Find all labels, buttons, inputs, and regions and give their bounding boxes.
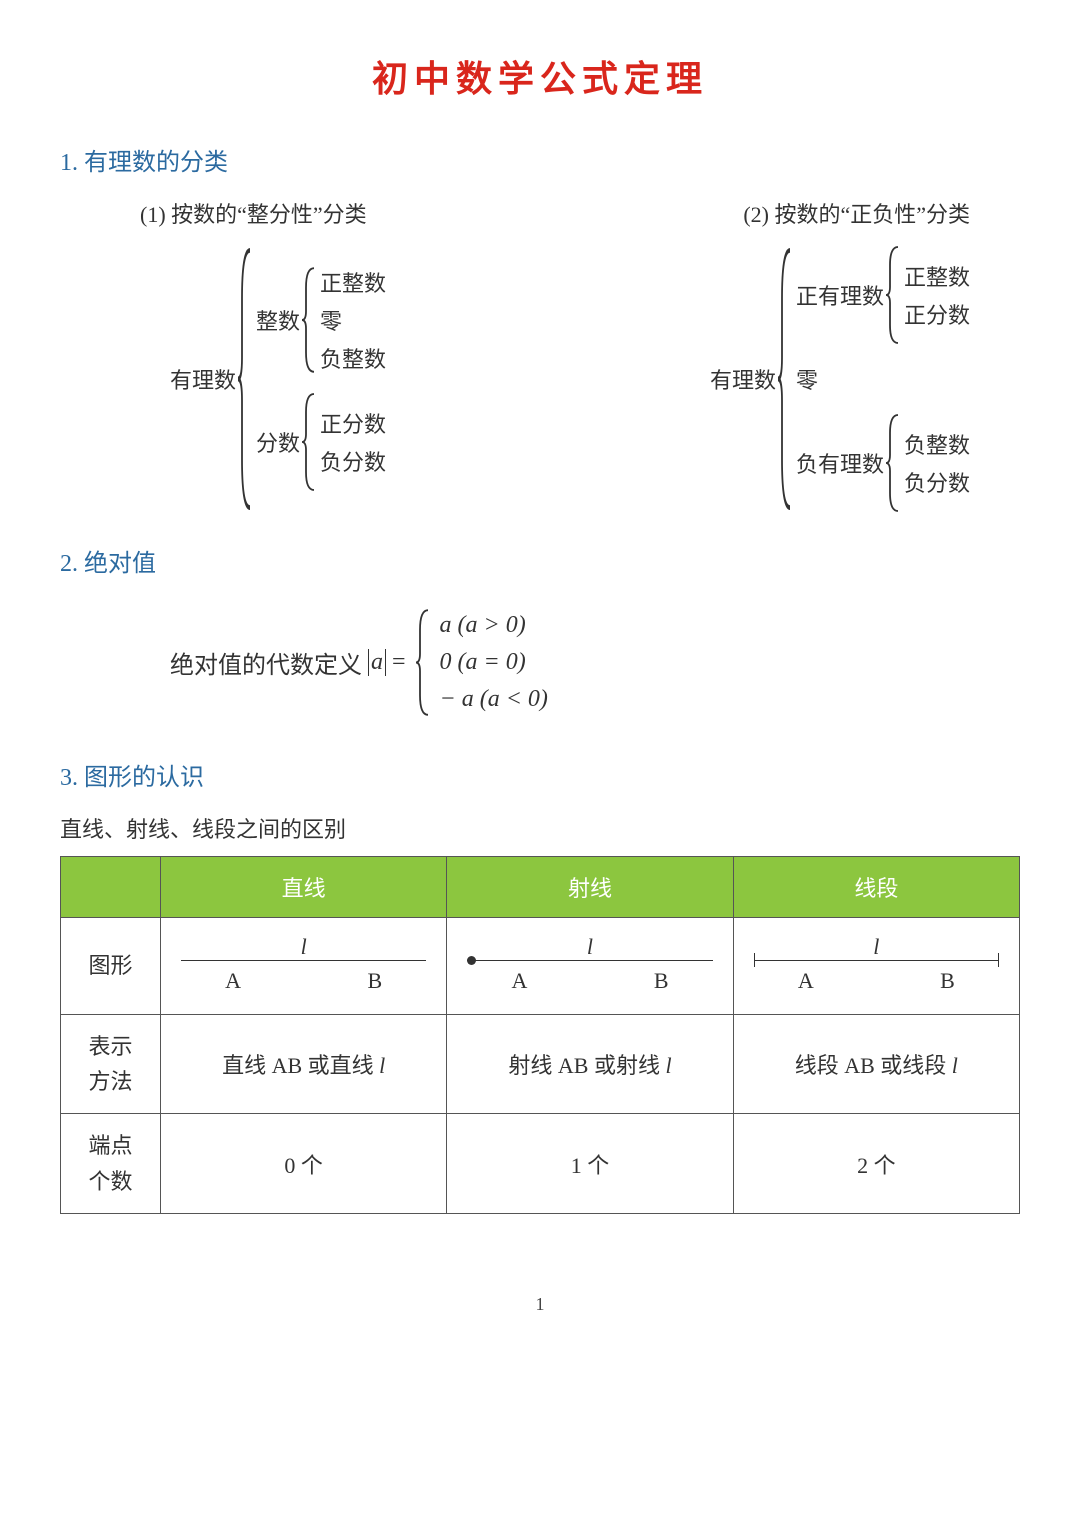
table-row-label: 图形 [61,918,161,1015]
table-cell-figure: lAB [733,918,1019,1015]
geometry-table: 直线射线线段 图形lABlABlAB表示方法直线 AB 或直线 l射线 AB 或… [60,856,1020,1214]
section-1-heading: 1. 有理数的分类 [60,142,1020,177]
tree-root: 有理数 [170,363,236,395]
table-column-header: 射线 [447,857,733,918]
abs-case: − a (a < 0) [440,686,548,713]
table-corner [61,857,161,918]
abs-case: 0 (a = 0) [440,649,548,676]
equals-sign: = [392,649,406,676]
abs-case: a (a > 0) [440,612,548,639]
abs-prefix: 绝对值的代数定义 [170,645,362,680]
table-cell: 0 个 [161,1114,447,1213]
brace-icon [416,608,430,717]
tree-leaf: 正整数 [904,260,970,292]
abs-var: a [368,649,386,676]
table-cell: 直线 AB 或直线 l [161,1015,447,1114]
table-cell: 射线 AB 或射线 l [447,1015,733,1114]
section-1-sub-2: (2) 按数的“正负性”分类 [743,197,970,229]
tree-branch: 负有理数 [796,447,884,479]
section-3-heading: 3. 图形的认识 [60,757,1020,792]
section-1-sub-1: (1) 按数的“整分性”分类 [140,197,367,229]
tree-leaf: 正整数 [320,266,386,298]
tree-leaf: 零 [320,304,386,336]
tree-leaf: 正分数 [904,298,970,330]
table-column-header: 直线 [161,857,447,918]
tree-branch: 整数 [256,304,300,336]
brace-icon [238,245,252,513]
brace-icon [302,266,316,374]
tree-root: 有理数 [710,363,776,395]
tree-leaf: 负整数 [904,428,970,460]
tree-branch: 零 [796,363,818,395]
brace-icon [886,413,900,513]
brace-icon [302,392,316,492]
table-cell: 线段 AB 或线段 l [733,1015,1019,1114]
table-cell-figure: lAB [447,918,733,1015]
page-title: 初中数学公式定理 [60,50,1020,102]
page-number: 1 [60,1294,1020,1315]
table-cell: 2 个 [733,1114,1019,1213]
classification-tree-1: 有理数整数正整数零负整数分数正分数负分数 [170,245,386,513]
table-cell-figure: lAB [161,918,447,1015]
absolute-value-definition: 绝对值的代数定义 a = a (a > 0) 0 (a = 0) − a (a < … [60,608,1020,717]
brace-icon [886,245,900,345]
section-3-subtitle: 直线、射线、线段之间的区别 [60,812,1020,844]
tree-leaf: 负整数 [320,342,386,374]
tree-branch: 分数 [256,426,300,458]
brace-icon [778,245,792,513]
table-row-label: 表示方法 [61,1015,161,1114]
table-cell: 1 个 [447,1114,733,1213]
classification-tree-2: 有理数 正有理数正整数正分数零负有理数负整数负分数 [710,245,970,513]
tree-leaf: 负分数 [320,445,386,477]
tree-leaf: 正分数 [320,407,386,439]
section-2-heading: 2. 绝对值 [60,543,1020,578]
table-column-header: 线段 [733,857,1019,918]
tree-leaf: 负分数 [904,466,970,498]
tree-branch: 正有理数 [796,279,884,311]
table-row-label: 端点个数 [61,1114,161,1213]
